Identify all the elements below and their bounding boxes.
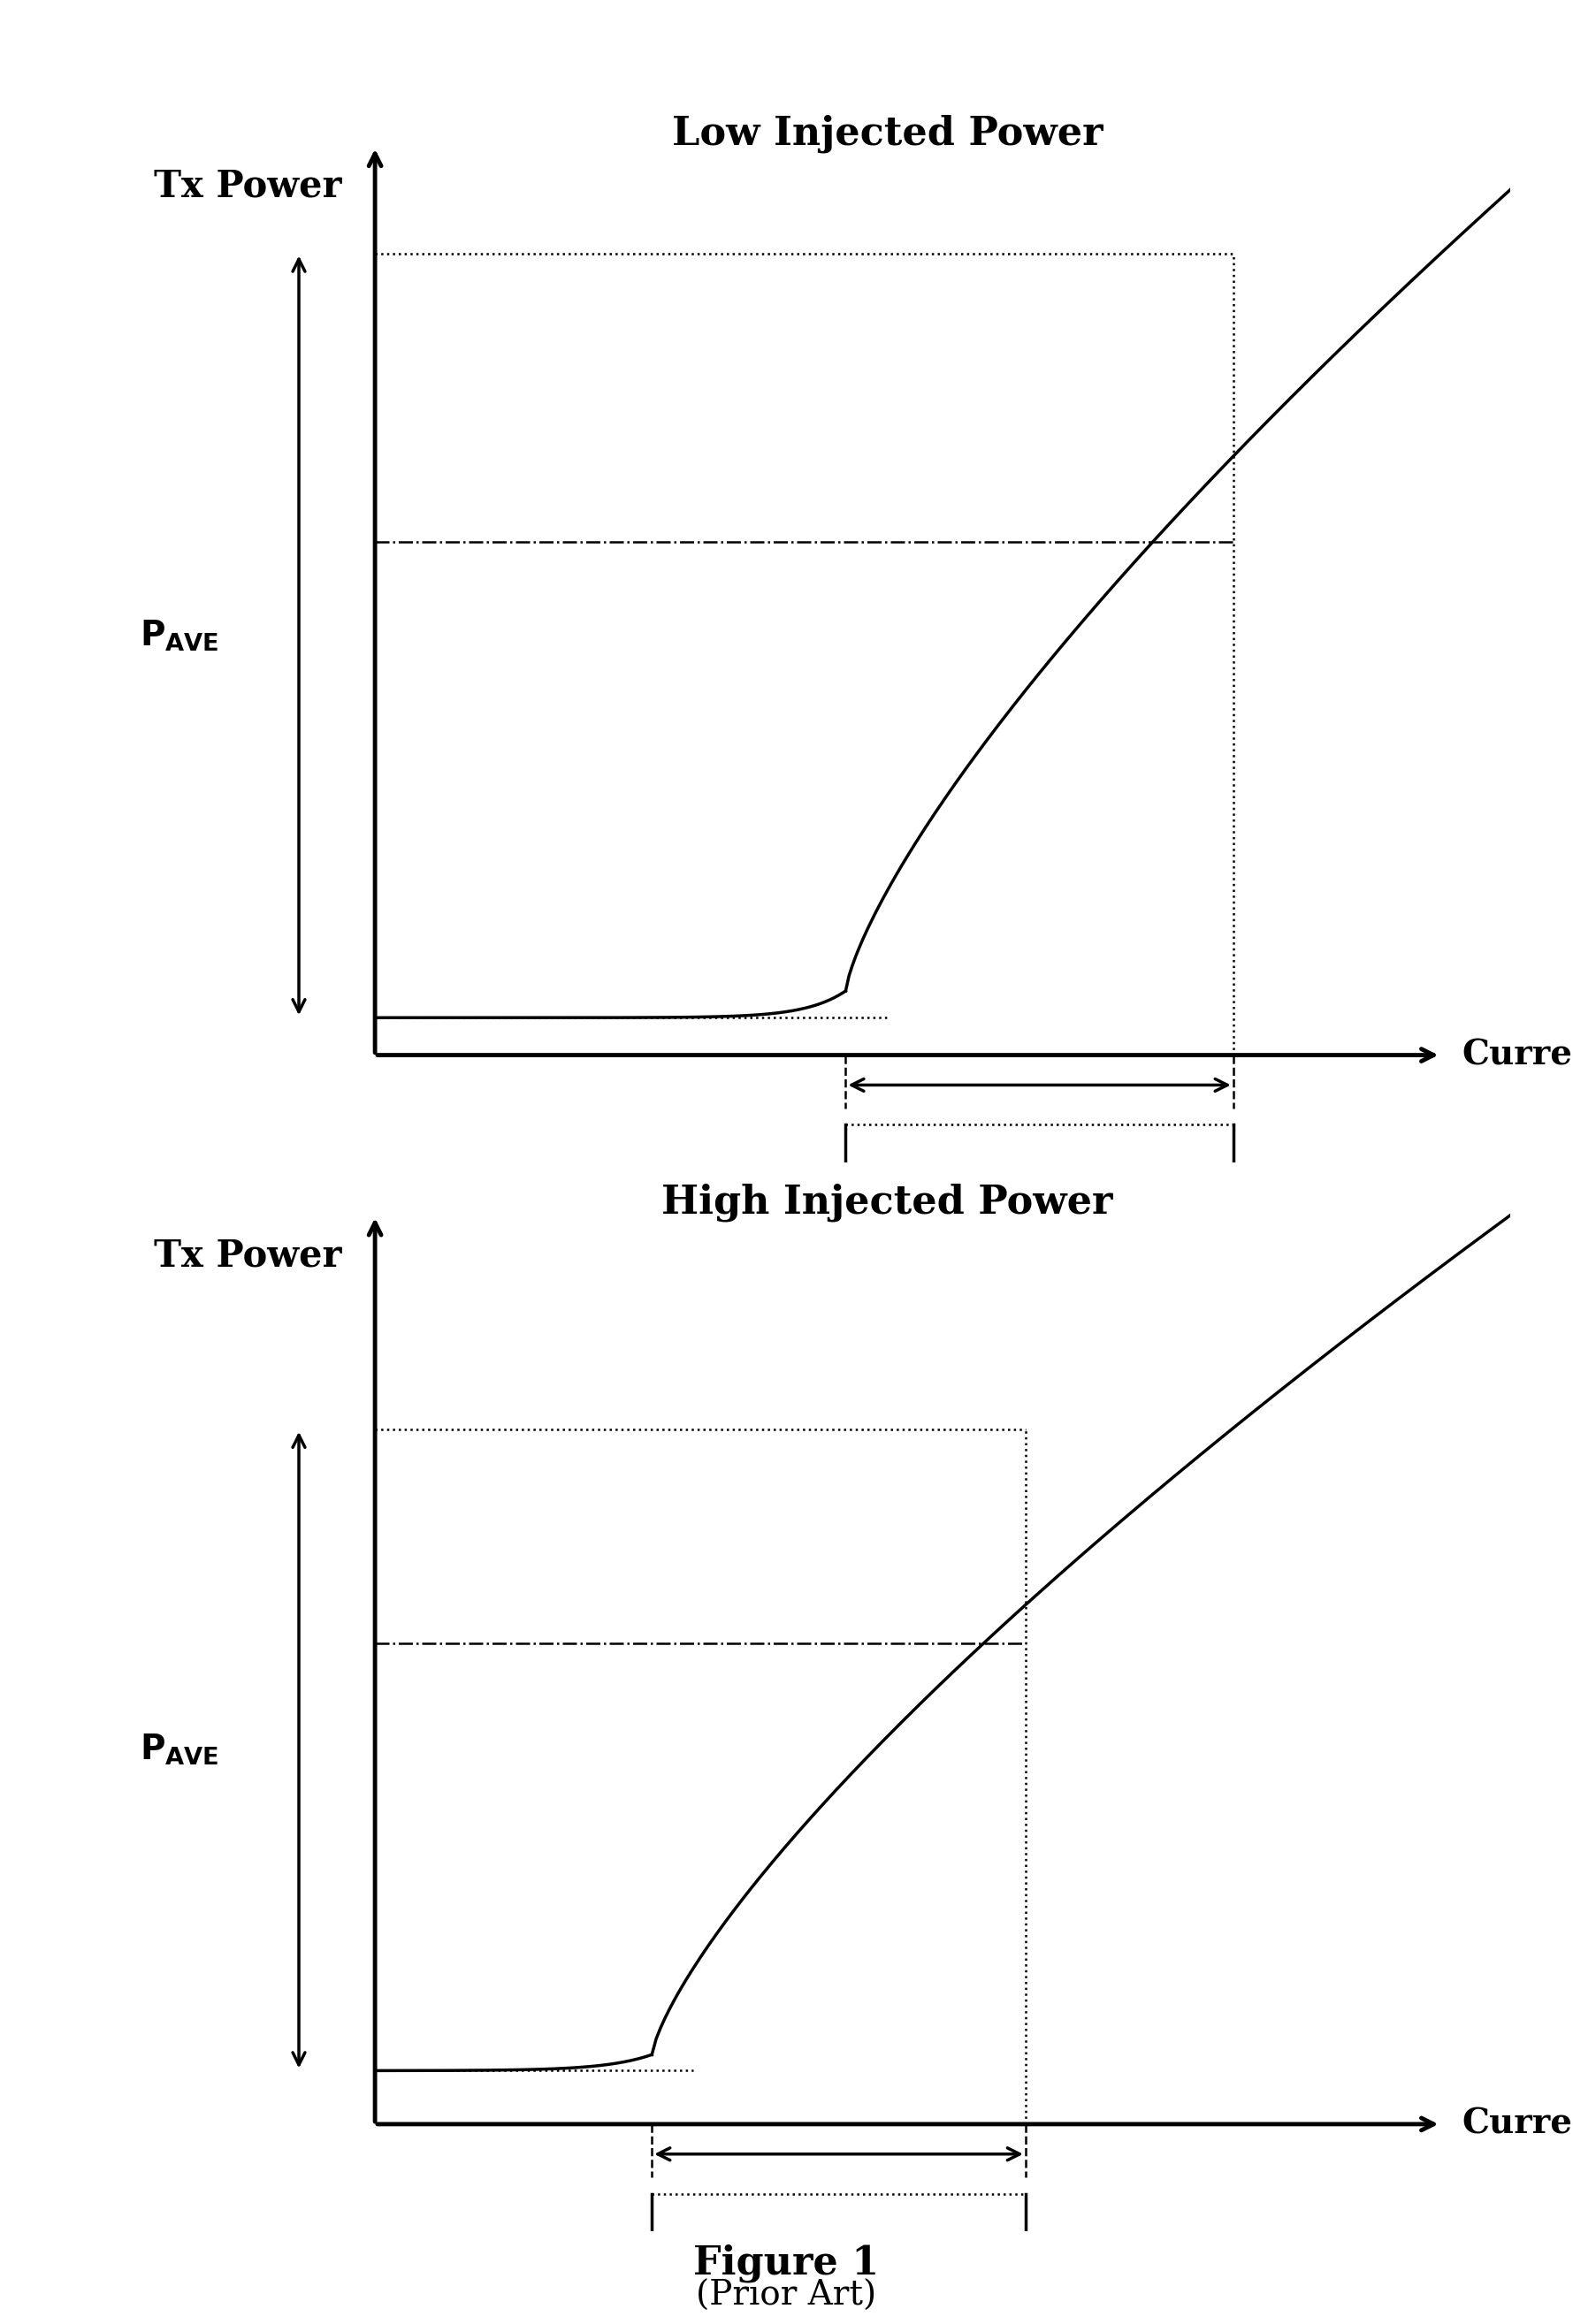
Text: $\mathbf{P_{AVE}}$: $\mathbf{P_{AVE}}$	[140, 618, 219, 653]
Text: High Injected Power: High Injected Power	[662, 1183, 1112, 1222]
Text: Low Injected Power: Low Injected Power	[672, 114, 1103, 153]
Text: $\mathbf{P_{AVE}}$: $\mathbf{P_{AVE}}$	[140, 1734, 219, 1766]
Text: Tx Power: Tx Power	[154, 1236, 341, 1274]
Text: Current: Current	[1461, 2108, 1573, 2140]
Text: Figure 1: Figure 1	[694, 2243, 879, 2282]
Text: Tx Power: Tx Power	[154, 167, 341, 205]
Text: (Prior Art): (Prior Art)	[697, 2280, 876, 2312]
Text: Current: Current	[1461, 1039, 1573, 1071]
